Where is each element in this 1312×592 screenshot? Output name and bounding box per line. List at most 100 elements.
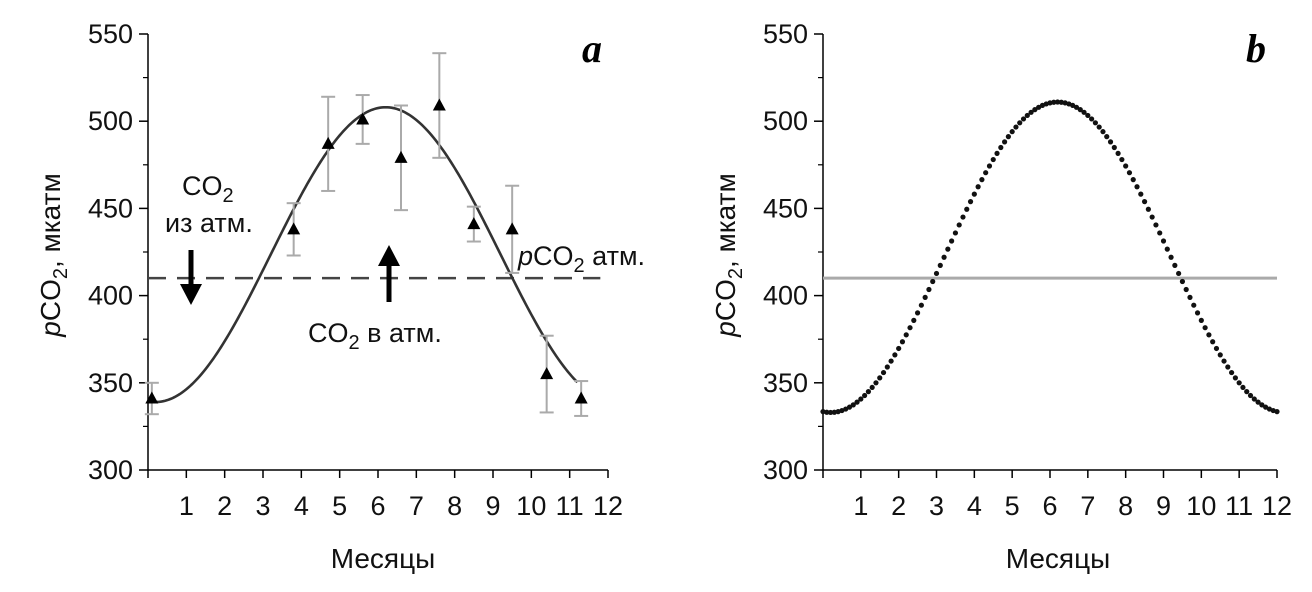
b-model-point <box>1164 246 1170 252</box>
b-x-tick-label: 5 <box>1005 491 1020 521</box>
b-model-point <box>933 270 940 277</box>
b-model-point <box>1149 214 1155 220</box>
a-x-tick-label: 3 <box>255 491 270 521</box>
b-model-point <box>892 352 898 358</box>
b-model-point <box>1119 156 1125 163</box>
b-model-point <box>1134 184 1140 190</box>
a-x-tick-label: 11 <box>556 491 584 521</box>
annotation-atm-italic: p <box>517 241 533 271</box>
a-data-point <box>505 222 519 235</box>
y-axis-title-a-main: CO <box>35 279 66 321</box>
a-y-tick-label: 500 <box>88 106 133 136</box>
b-x-tick-label: 4 <box>967 491 982 521</box>
b-model-point <box>1153 222 1159 228</box>
b-model-point <box>964 206 970 212</box>
a-x-tick-label: 4 <box>294 491 309 521</box>
b-y-tick-label: 500 <box>763 106 808 136</box>
b-model-point <box>1005 134 1011 140</box>
annotation-atm-level: pCO2 атм. <box>517 241 645 277</box>
b-model-point <box>865 389 872 395</box>
b-model-point <box>986 163 993 169</box>
a-data-point <box>467 217 481 230</box>
b-model-point <box>888 358 894 364</box>
b-model-point <box>1009 129 1015 135</box>
annotation-to-atm-rest: в атм. <box>360 318 442 348</box>
b-model-point <box>1160 238 1167 244</box>
b-model-point <box>1081 109 1087 115</box>
b-model-point <box>911 317 917 323</box>
y-axis-title-b-main: CO <box>710 279 741 321</box>
b-model-point <box>1240 384 1246 391</box>
b-x-tick-label: 12 <box>1262 491 1292 521</box>
b-model-point <box>827 409 834 416</box>
panel-a: a pCO2, мкатм Месяцы 300 350 400 450 500 550 1… <box>35 19 645 574</box>
a-y-tick-label: 300 <box>88 455 133 485</box>
b-x-tick-label: 10 <box>1186 491 1216 521</box>
b-model-point <box>918 302 924 308</box>
arrow-down-icon <box>180 250 202 305</box>
a-x-tick-label: 9 <box>485 491 500 521</box>
b-model-point <box>1020 116 1027 122</box>
b-model-point <box>1194 310 1201 316</box>
b-model-point <box>1183 286 1189 293</box>
annotation-to-atm: CO2 в атм. <box>308 318 442 354</box>
panel-label-a: a <box>582 26 602 71</box>
b-model-point <box>967 199 974 205</box>
b-model-point <box>880 369 887 376</box>
b-model-point <box>1051 99 1057 105</box>
x-axis-title-a: Месяцы <box>331 543 436 574</box>
b-model-point <box>922 294 928 300</box>
y-axis-title-a: pCO2, мкатм <box>35 173 72 337</box>
b-x-tick-label: 1 <box>853 491 868 521</box>
b-model-point <box>1032 107 1038 113</box>
b-model-point <box>994 150 1000 156</box>
b-model-point <box>877 375 883 381</box>
b-model-point <box>858 396 864 402</box>
b-y-tick-label: 550 <box>763 19 808 49</box>
x-axis-title-b: Месяцы <box>1006 543 1111 574</box>
b-model-point <box>1111 144 1117 151</box>
a-y-tick-label: 350 <box>88 368 133 398</box>
b-model-point <box>937 262 943 268</box>
b-model-point <box>854 399 860 405</box>
b-model-point <box>960 214 966 220</box>
b-model-point <box>952 230 959 236</box>
b-model-point <box>1198 317 1204 323</box>
b-y-tick-label: 450 <box>763 193 808 223</box>
b-model-point <box>1123 163 1129 169</box>
b-model-point <box>1232 375 1238 381</box>
a-data-point <box>321 136 335 149</box>
b-model-point <box>1024 112 1030 119</box>
b-model-point <box>930 278 936 285</box>
a-y-tick-label: 400 <box>88 281 133 311</box>
annotation-atm-rest: атм. <box>585 241 645 271</box>
a-data-point <box>574 391 588 404</box>
b-model-point <box>1274 409 1280 415</box>
b-model-point <box>1179 278 1186 285</box>
a-data-point <box>432 98 446 111</box>
b-model-point <box>1096 124 1102 130</box>
b-x-tick-label: 7 <box>1080 491 1095 521</box>
a-y-tick-label: 450 <box>88 193 133 223</box>
b-model-point <box>1028 109 1034 115</box>
annotation-from-atm-line2: из атм. <box>165 208 253 238</box>
b-model-point <box>899 339 906 345</box>
b-model-point <box>1229 369 1235 376</box>
a-y-tick-label: 550 <box>88 19 133 49</box>
b-model-point <box>1157 230 1163 236</box>
b-x-tick-label: 2 <box>891 491 906 521</box>
b-model-point <box>1244 389 1250 395</box>
b-y-tick-label: 300 <box>763 455 808 485</box>
b-model-point <box>824 409 830 415</box>
b-x-tick-label: 8 <box>1118 491 1133 521</box>
b-model-point <box>914 310 921 316</box>
b-y-tick-label: 350 <box>763 368 808 398</box>
a-x-tick-label: 6 <box>370 491 385 521</box>
b-model-point <box>990 156 996 163</box>
a-data-point <box>394 150 408 163</box>
b-model-point <box>1221 358 1227 364</box>
b-x-tick-label: 6 <box>1042 491 1057 521</box>
b-model-point <box>1077 107 1083 113</box>
b-model-point <box>1085 112 1091 119</box>
